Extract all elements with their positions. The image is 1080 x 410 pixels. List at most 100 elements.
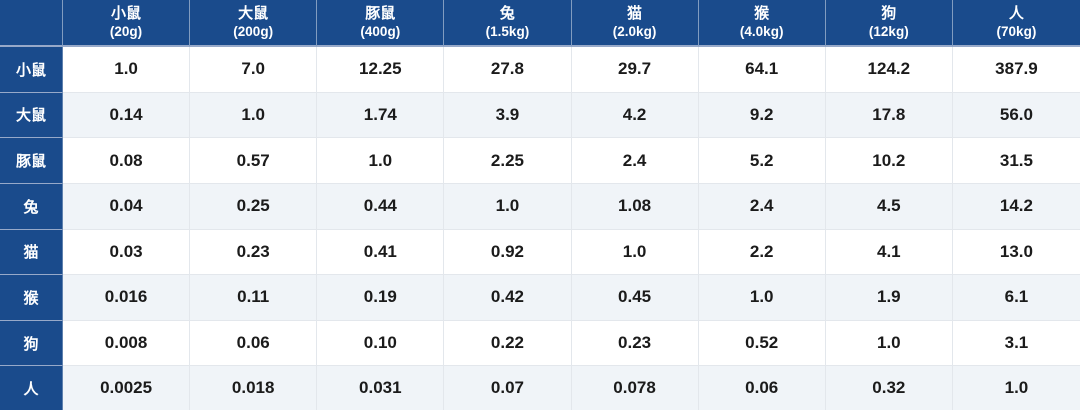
column-header-rabbit: 兔 (1.5kg) <box>444 0 572 47</box>
value-cell-mouse-dog: 124.2 <box>825 47 953 93</box>
value-cell-dog-human: 3.1 <box>952 320 1080 367</box>
column-species-label: 人 <box>1008 5 1024 23</box>
value-cell-rabbit-mouse: 0.04 <box>63 183 191 230</box>
value-cell-human-monkey: 0.06 <box>698 366 826 410</box>
row-header-mouse: 小鼠 <box>0 47 63 93</box>
value-cell-cat-guinea-pig: 0.41 <box>317 229 445 276</box>
column-weight-label: (12kg) <box>868 23 909 39</box>
column-species-label: 猫 <box>627 5 643 23</box>
value-cell-human-dog: 0.32 <box>825 366 953 410</box>
header-row: 小鼠 (20g) 大鼠 (200g) 豚鼠 (400g) 兔 (1.5kg) 猫 (2.0kg) 猴… <box>0 0 1080 47</box>
value-cell-dog-rat: 0.06 <box>190 320 318 367</box>
column-header-dog: 狗 (12kg) <box>825 0 953 47</box>
column-species-label: 狗 <box>881 5 897 23</box>
value-cell-dog-guinea-pig: 0.10 <box>317 320 445 367</box>
column-species-label: 小鼠 <box>111 5 142 23</box>
table-row-mouse: 小鼠 1.0 7.0 12.25 27.8 29.7 64.1 124.2 387.9 <box>0 47 1080 93</box>
row-header-human: 人 <box>0 366 63 410</box>
table-row-human: 人 0.0025 0.018 0.031 0.07 0.078 0.06 0.32 1.0 <box>0 366 1080 410</box>
value-cell-monkey-monkey: 1.0 <box>698 275 826 321</box>
value-cell-dog-cat: 0.23 <box>571 320 699 367</box>
value-cell-monkey-mouse: 0.016 <box>63 275 191 321</box>
corner-cell <box>0 0 63 47</box>
value-cell-monkey-guinea-pig: 0.19 <box>317 275 445 321</box>
value-cell-monkey-cat: 0.45 <box>571 275 699 321</box>
value-cell-monkey-rabbit: 0.42 <box>444 275 572 321</box>
value-cell-mouse-rabbit: 27.8 <box>444 47 572 93</box>
value-cell-dog-dog: 1.0 <box>825 320 953 367</box>
value-cell-mouse-mouse: 1.0 <box>63 47 191 93</box>
value-cell-dog-mouse: 0.008 <box>63 320 191 367</box>
column-weight-label: (1.5kg) <box>485 23 530 39</box>
value-cell-guinea-pig-mouse: 0.08 <box>63 138 191 184</box>
column-weight-label: (4.0kg) <box>739 23 784 39</box>
table-row-guinea-pig: 豚鼠 0.08 0.57 1.0 2.25 2.4 5.2 10.2 31.5 <box>0 138 1080 184</box>
column-header-guinea-pig: 豚鼠 (400g) <box>317 0 445 47</box>
column-header-mouse: 小鼠 (20g) <box>63 0 191 47</box>
value-cell-mouse-cat: 29.7 <box>571 47 699 93</box>
value-cell-rat-rabbit: 3.9 <box>444 92 572 139</box>
value-cell-human-human: 1.0 <box>952 366 1080 410</box>
value-cell-human-rabbit: 0.07 <box>444 366 572 410</box>
column-header-rat: 大鼠 (200g) <box>190 0 318 47</box>
value-cell-monkey-human: 6.1 <box>952 275 1080 321</box>
value-cell-rat-monkey: 9.2 <box>698 92 826 139</box>
value-cell-guinea-pig-human: 31.5 <box>952 138 1080 184</box>
column-weight-label: (400g) <box>360 23 401 39</box>
table-row-rabbit: 兔 0.04 0.25 0.44 1.0 1.08 2.4 4.5 14.2 <box>0 183 1080 230</box>
value-cell-cat-monkey: 2.2 <box>698 229 826 276</box>
column-weight-label: (20g) <box>109 23 143 39</box>
value-cell-monkey-rat: 0.11 <box>190 275 318 321</box>
value-cell-rat-mouse: 0.14 <box>63 92 191 139</box>
column-species-label: 兔 <box>499 5 515 23</box>
value-cell-cat-rat: 0.23 <box>190 229 318 276</box>
value-cell-rabbit-guinea-pig: 0.44 <box>317 183 445 230</box>
value-cell-guinea-pig-dog: 10.2 <box>825 138 953 184</box>
value-cell-rabbit-human: 14.2 <box>952 183 1080 230</box>
row-header-cat: 猫 <box>0 229 63 276</box>
value-cell-rabbit-dog: 4.5 <box>825 183 953 230</box>
value-cell-rabbit-monkey: 2.4 <box>698 183 826 230</box>
value-cell-rat-rat: 1.0 <box>190 92 318 139</box>
value-cell-cat-rabbit: 0.92 <box>444 229 572 276</box>
value-cell-guinea-pig-rabbit: 2.25 <box>444 138 572 184</box>
column-weight-label: (200g) <box>233 23 274 39</box>
value-cell-guinea-pig-guinea-pig: 1.0 <box>317 138 445 184</box>
value-cell-rat-dog: 17.8 <box>825 92 953 139</box>
column-header-cat: 猫 (2.0kg) <box>571 0 699 47</box>
value-cell-guinea-pig-rat: 0.57 <box>190 138 318 184</box>
value-cell-rabbit-rabbit: 1.0 <box>444 183 572 230</box>
value-cell-human-rat: 0.018 <box>190 366 318 410</box>
value-cell-dog-rabbit: 0.22 <box>444 320 572 367</box>
column-species-label: 猴 <box>754 5 770 23</box>
value-cell-human-guinea-pig: 0.031 <box>317 366 445 410</box>
value-cell-mouse-monkey: 64.1 <box>698 47 826 93</box>
column-weight-label: (2.0kg) <box>612 23 657 39</box>
row-header-rabbit: 兔 <box>0 183 63 230</box>
table-row-cat: 猫 0.03 0.23 0.41 0.92 1.0 2.2 4.1 13.0 <box>0 229 1080 276</box>
column-species-label: 大鼠 <box>238 5 269 23</box>
column-header-monkey: 猴 (4.0kg) <box>698 0 826 47</box>
row-header-guinea-pig: 豚鼠 <box>0 138 63 184</box>
value-cell-mouse-guinea-pig: 12.25 <box>317 47 445 93</box>
value-cell-rabbit-rat: 0.25 <box>190 183 318 230</box>
value-cell-monkey-dog: 1.9 <box>825 275 953 321</box>
value-cell-cat-cat: 1.0 <box>571 229 699 276</box>
value-cell-rat-guinea-pig: 1.74 <box>317 92 445 139</box>
table-row-monkey: 猴 0.016 0.11 0.19 0.42 0.45 1.0 1.9 6.1 <box>0 275 1080 321</box>
column-weight-label: (70kg) <box>996 23 1037 39</box>
table-row-dog: 狗 0.008 0.06 0.10 0.22 0.23 0.52 1.0 3.1 <box>0 320 1080 367</box>
value-cell-human-mouse: 0.0025 <box>63 366 191 410</box>
value-cell-rat-cat: 4.2 <box>571 92 699 139</box>
row-header-monkey: 猴 <box>0 275 63 321</box>
row-header-rat: 大鼠 <box>0 92 63 139</box>
column-species-label: 豚鼠 <box>365 5 396 23</box>
column-header-human: 人 (70kg) <box>952 0 1080 47</box>
value-cell-mouse-rat: 7.0 <box>190 47 318 93</box>
value-cell-dog-monkey: 0.52 <box>698 320 826 367</box>
row-header-dog: 狗 <box>0 320 63 367</box>
value-cell-mouse-human: 387.9 <box>952 47 1080 93</box>
value-cell-cat-mouse: 0.03 <box>63 229 191 276</box>
value-cell-cat-human: 13.0 <box>952 229 1080 276</box>
